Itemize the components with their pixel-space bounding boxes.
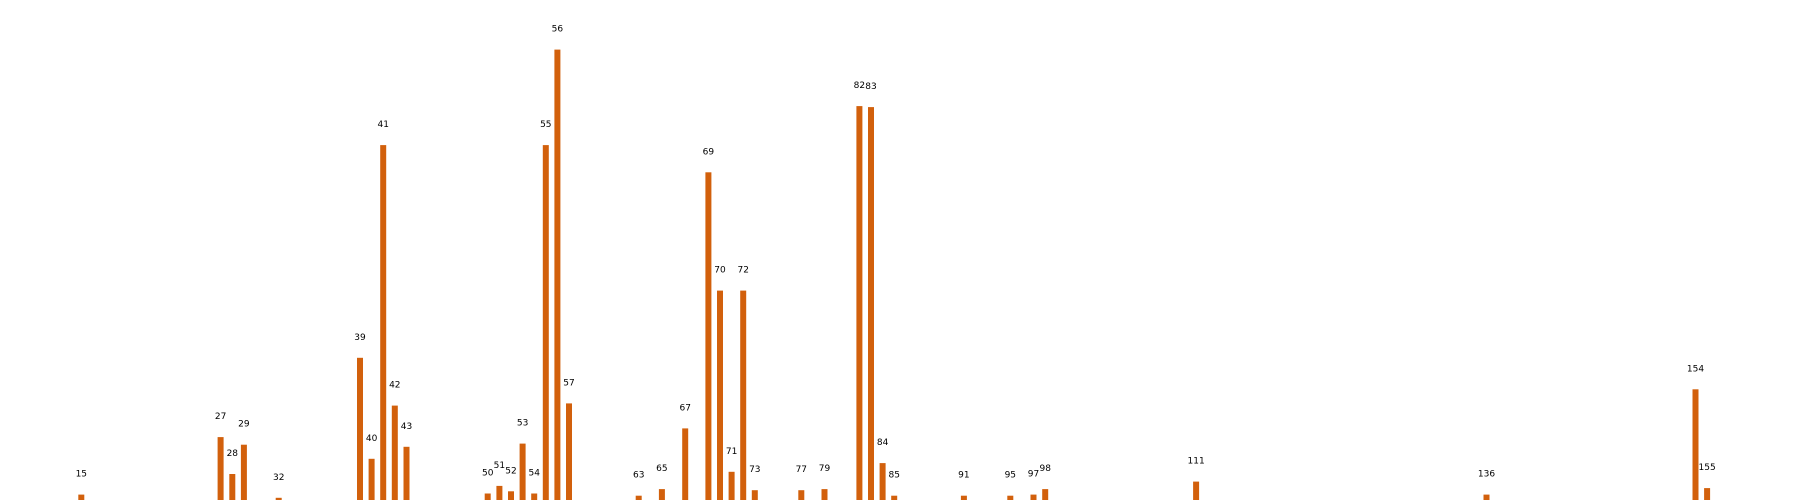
data-label-54: 54 bbox=[528, 469, 540, 479]
bar-65 bbox=[658, 489, 665, 500]
bar-73 bbox=[751, 490, 758, 500]
bar-97 bbox=[1030, 494, 1037, 500]
bar-39 bbox=[357, 357, 363, 500]
data-label-67: 67 bbox=[679, 403, 690, 413]
data-label-97: 97 bbox=[1028, 470, 1039, 480]
data-label-91: 91 bbox=[958, 471, 969, 481]
data-label-28: 28 bbox=[227, 449, 239, 459]
data-label-71: 71 bbox=[726, 447, 737, 457]
bar-42 bbox=[391, 405, 398, 500]
bar-98 bbox=[1042, 489, 1049, 500]
bar-154 bbox=[1692, 389, 1699, 500]
data-label-154: 154 bbox=[1687, 364, 1704, 374]
bar-27 bbox=[217, 437, 224, 500]
data-label-83: 83 bbox=[865, 82, 876, 92]
bar-28 bbox=[229, 474, 236, 500]
data-label-79: 79 bbox=[819, 464, 831, 474]
bar-57 bbox=[566, 403, 572, 500]
data-label-15: 15 bbox=[76, 470, 87, 480]
bar-51 bbox=[496, 485, 503, 500]
bar-56 bbox=[554, 49, 561, 500]
data-label-53: 53 bbox=[517, 419, 528, 429]
data-label-111: 111 bbox=[1188, 457, 1205, 467]
bar-155 bbox=[1704, 488, 1711, 500]
bar-69 bbox=[705, 172, 712, 500]
bar-15 bbox=[78, 494, 85, 500]
data-label-42: 42 bbox=[389, 381, 400, 391]
bar-77 bbox=[798, 490, 805, 500]
data-label-73: 73 bbox=[749, 465, 760, 475]
data-label-72: 72 bbox=[737, 266, 748, 276]
bar-91 bbox=[960, 495, 967, 500]
bars-group bbox=[78, 49, 1711, 500]
data-label-27: 27 bbox=[215, 412, 226, 422]
bar-72 bbox=[740, 290, 747, 500]
data-label-50: 50 bbox=[482, 469, 494, 479]
data-label-65: 65 bbox=[656, 464, 667, 474]
bar-52 bbox=[508, 491, 514, 500]
bar-50 bbox=[484, 493, 491, 500]
bar-32 bbox=[275, 497, 282, 500]
bar-41 bbox=[380, 145, 387, 500]
data-label-57: 57 bbox=[563, 378, 574, 388]
bar-111 bbox=[1193, 481, 1200, 500]
data-label-52: 52 bbox=[505, 466, 516, 476]
bar-54 bbox=[531, 493, 538, 500]
bar-29 bbox=[240, 444, 247, 500]
bar-63 bbox=[635, 495, 642, 500]
bar-71 bbox=[728, 471, 735, 500]
bar-95 bbox=[1007, 495, 1014, 500]
data-label-40: 40 bbox=[366, 434, 378, 444]
data-label-84: 84 bbox=[877, 438, 889, 448]
data-label-95: 95 bbox=[1005, 471, 1016, 481]
bar-136 bbox=[1483, 494, 1490, 500]
data-label-55: 55 bbox=[540, 120, 551, 130]
data-label-77: 77 bbox=[796, 465, 807, 475]
data-label-51: 51 bbox=[494, 461, 505, 471]
data-label-136: 136 bbox=[1478, 470, 1495, 480]
data-label-32: 32 bbox=[273, 473, 284, 483]
data-label-43: 43 bbox=[401, 422, 412, 432]
data-label-85: 85 bbox=[888, 471, 899, 481]
data-label-39: 39 bbox=[354, 333, 366, 343]
bar-79 bbox=[821, 489, 828, 500]
bar-84 bbox=[879, 463, 886, 500]
bar-70 bbox=[717, 290, 723, 500]
data-label-29: 29 bbox=[238, 420, 250, 430]
bar-82 bbox=[856, 106, 863, 500]
bar-40 bbox=[368, 458, 375, 500]
bar-53 bbox=[519, 443, 526, 500]
data-label-82: 82 bbox=[854, 81, 865, 91]
data-label-63: 63 bbox=[633, 471, 644, 481]
bar-83 bbox=[868, 107, 874, 500]
data-label-70: 70 bbox=[714, 266, 726, 276]
data-label-155: 155 bbox=[1699, 463, 1716, 473]
data-label-69: 69 bbox=[703, 147, 715, 157]
data-label-41: 41 bbox=[377, 120, 388, 130]
data-label-56: 56 bbox=[552, 25, 564, 35]
bar-43 bbox=[403, 446, 410, 500]
data-label-98: 98 bbox=[1039, 464, 1051, 474]
bar-85 bbox=[891, 495, 898, 500]
bar-67 bbox=[682, 428, 689, 500]
bar-55 bbox=[542, 145, 549, 500]
